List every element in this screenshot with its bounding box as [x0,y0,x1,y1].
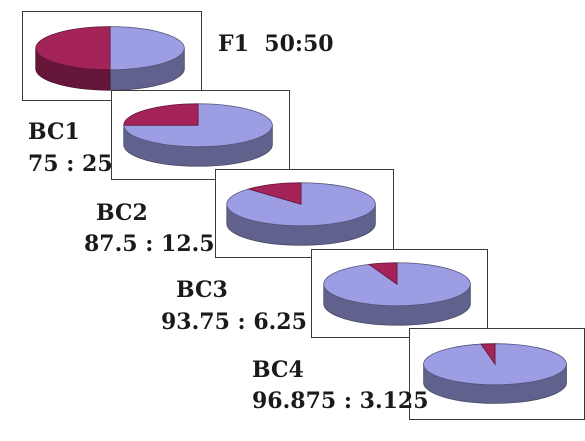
pie-panel-f1 [22,11,202,101]
pie-bc2-minority-slice [247,182,302,205]
label-bc1-ratio: 75 : 25 [28,151,113,177]
label-f1-name: F1 [218,31,249,57]
pie-bc3-minority-slice [367,262,398,285]
pie-panel-bc2 [215,169,394,258]
pie-bc1-minority-slice [123,103,199,126]
pie-bc1-majority-slice [123,103,273,148]
pie-chart-f1 [35,26,185,91]
pie-f1-majority-slice [109,26,185,71]
label-bc4-name: BC4 [252,357,304,383]
pie-chart-bc3 [323,262,471,326]
label-bc2-ratio: 87.5 : 12.5 [84,231,215,257]
pie-panel-bc4 [409,328,585,420]
label-bc3-ratio: 93.75 : 6.25 [161,309,307,335]
pie-f1-minority-slice [35,26,111,71]
label-f1-ratio: 50:50 [264,31,334,57]
label-bc2-name: BC2 [96,200,148,226]
pie-bc4-minority-slice [480,343,496,366]
pie-chart-bc4 [423,343,567,404]
pie-chart-bc2 [226,182,376,246]
pie-chart-bc1 [123,103,273,167]
label-bc4-ratio: 96.875 : 3.125 [252,388,429,414]
pie-panel-bc1 [111,90,290,180]
label-bc3-name: BC3 [176,277,228,303]
label-bc1-name: BC1 [28,119,80,145]
pie-panel-bc3 [311,249,488,338]
label-f1: F1 50:50 [218,30,334,58]
